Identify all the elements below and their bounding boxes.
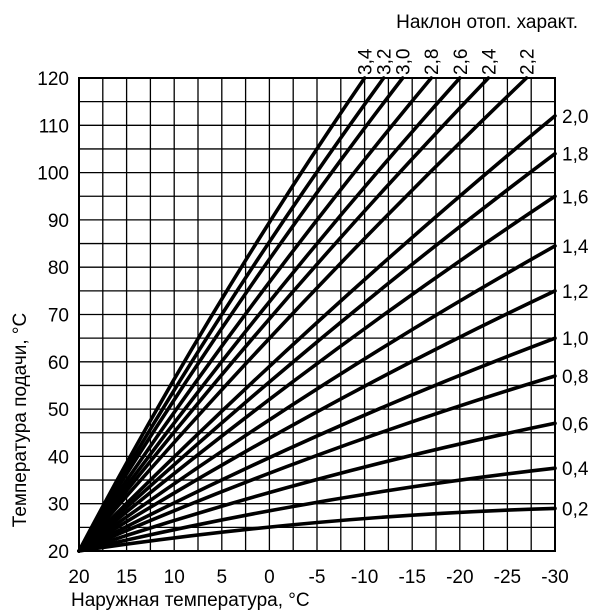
heating-curve <box>77 76 491 553</box>
heating-curve <box>77 194 557 553</box>
series-label: 3,4 <box>356 48 377 75</box>
series-label: 0,4 <box>562 459 589 480</box>
heating-curve <box>77 506 557 553</box>
heating-curve <box>77 421 557 553</box>
y-axis-title: Температура подачи, °C <box>10 313 31 527</box>
heating-curve <box>77 289 557 553</box>
series-label: 2,2 <box>517 49 538 75</box>
series-label: 2,4 <box>479 48 500 75</box>
x-tick-label: -10 <box>351 567 378 588</box>
heating-curve <box>77 114 557 553</box>
y-tick-label: 30 <box>48 495 69 516</box>
y-tick-label: 50 <box>48 400 69 421</box>
x-tick-label: -20 <box>446 567 473 588</box>
series-label: 0,2 <box>562 499 588 520</box>
series-label: 0,6 <box>562 414 588 435</box>
x-tick-label: -5 <box>309 567 326 588</box>
series-label: 3,0 <box>394 49 415 75</box>
heating-curve <box>77 151 557 553</box>
x-tick-label: -30 <box>541 567 568 588</box>
x-tick-label: -25 <box>494 567 521 588</box>
y-tick-label: 90 <box>48 211 69 232</box>
y-tick-label: 70 <box>48 306 69 327</box>
series-label: 2,8 <box>422 49 443 75</box>
series-label: 1,0 <box>562 329 588 350</box>
plot-frame <box>78 77 556 552</box>
heating-curve <box>77 336 557 553</box>
heating-curve <box>77 76 405 553</box>
heating-curve <box>77 76 529 553</box>
y-tick-label: 40 <box>48 447 69 468</box>
series-label: 1,2 <box>562 282 588 303</box>
y-tick-label: 80 <box>48 258 69 279</box>
x-tick-label: -15 <box>398 567 425 588</box>
y-tick-label: 110 <box>39 116 69 137</box>
heating-curve <box>77 76 367 553</box>
y-tick-label: 100 <box>37 164 69 185</box>
x-tick-label: 0 <box>264 567 275 588</box>
heating-curve <box>77 76 386 553</box>
x-axis-title: Наружная температура, °C <box>71 590 310 610</box>
series-label: 3,2 <box>375 49 396 75</box>
x-tick-labels: 20 15 10 5 0 -5 -10 -15 -20 -25 -30 <box>68 567 568 588</box>
curves <box>77 76 557 553</box>
series-label: 0,8 <box>562 367 588 388</box>
heating-curve <box>77 466 557 553</box>
heating-curve <box>77 244 557 553</box>
x-tick-label: 20 <box>68 567 89 588</box>
heating-curve <box>77 374 557 553</box>
x-tick-label: 10 <box>164 567 185 588</box>
series-label: 1,8 <box>562 145 588 166</box>
series-label: 1,4 <box>562 237 589 258</box>
heating-curve <box>77 76 434 553</box>
y-tick-label: 120 <box>37 69 69 90</box>
y-tick-labels: 20 30 40 50 60 70 80 90 100 110 120 <box>37 69 69 563</box>
y-tick-label: 60 <box>48 353 69 374</box>
heating-curve <box>77 76 462 553</box>
x-tick-label: 5 <box>217 567 228 588</box>
series-label: 2,6 <box>451 49 472 75</box>
chart-title: Наклон отоп. характ. <box>396 12 578 33</box>
y-tick-label: 20 <box>48 542 69 563</box>
series-labels: 0,2 0,4 0,6 0,8 1,0 1,2 1,4 1,6 1,8 2,0 2,2 2,4 2,6 2… <box>356 48 589 520</box>
x-tick-label: 15 <box>116 567 137 588</box>
series-label: 1,6 <box>562 187 588 208</box>
series-label: 2,0 <box>562 107 588 128</box>
